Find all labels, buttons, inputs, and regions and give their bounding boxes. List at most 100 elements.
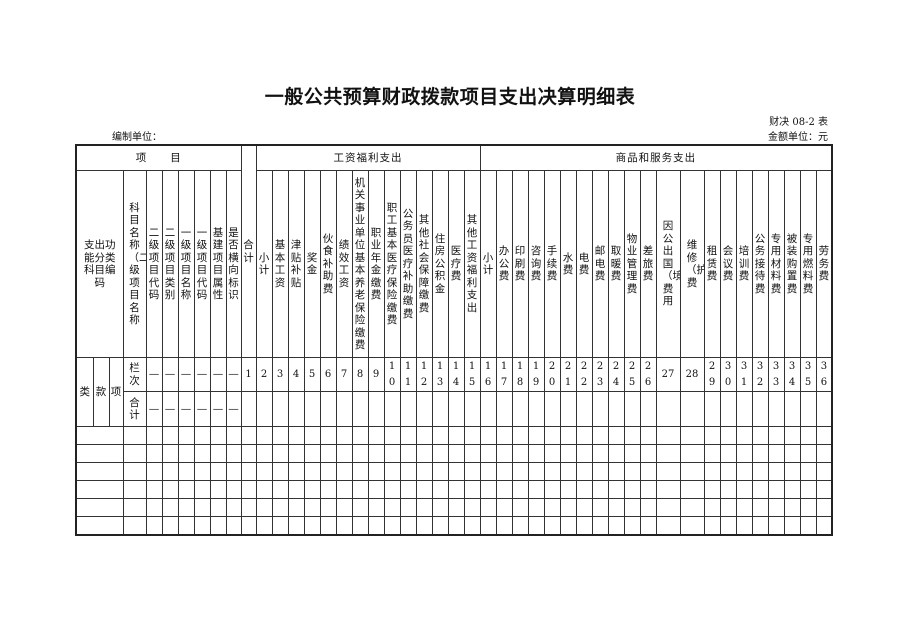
data-cell[interactable] [815,516,833,536]
data-cell[interactable] [399,498,417,517]
data-cell[interactable] [751,444,769,463]
data-cell[interactable] [623,426,641,445]
data-cell[interactable] [527,462,545,481]
data-cell[interactable] [271,480,289,499]
data-cell[interactable] [559,480,577,499]
data-cell[interactable] [679,426,705,445]
data-cell[interactable] [209,444,227,463]
data-cell[interactable] [719,516,737,536]
data-cell[interactable] [591,444,609,463]
func-code-cell[interactable] [75,426,124,445]
data-cell[interactable] [225,516,242,536]
data-cell[interactable] [511,498,529,517]
data-cell[interactable] [463,426,481,445]
data-cell[interactable] [447,516,465,536]
data-cell[interactable] [607,480,625,499]
data-cell[interactable] [161,426,179,445]
data-cell[interactable] [591,462,609,481]
data-cell[interactable] [559,516,577,536]
data-cell[interactable] [335,498,353,517]
data-cell[interactable] [225,426,242,445]
data-cell[interactable] [335,516,353,536]
data-cell[interactable] [703,498,721,517]
data-cell[interactable] [591,426,609,445]
data-cell[interactable] [639,516,657,536]
data-cell[interactable] [303,516,321,536]
data-cell[interactable] [209,462,227,481]
data-cell[interactable] [287,498,305,517]
data-cell[interactable] [303,498,321,517]
data-cell[interactable] [575,426,593,445]
data-cell[interactable] [495,480,513,499]
data-cell[interactable] [145,498,163,517]
data-cell[interactable] [399,444,417,463]
data-cell[interactable] [303,480,321,499]
data-cell[interactable] [767,462,785,481]
data-cell[interactable] [559,462,577,481]
data-cell[interactable] [447,480,465,499]
data-cell[interactable] [799,498,817,517]
data-cell[interactable] [447,444,465,463]
data-cell[interactable] [815,444,833,463]
data-cell[interactable] [543,498,561,517]
data-cell[interactable] [751,462,769,481]
data-cell[interactable] [719,498,737,517]
data-cell[interactable] [303,462,321,481]
data-cell[interactable] [815,480,833,499]
data-cell[interactable] [767,480,785,499]
data-cell[interactable] [511,516,529,536]
func-code-cell[interactable] [75,444,124,463]
data-cell[interactable] [193,516,211,536]
data-cell[interactable] [783,498,801,517]
data-cell[interactable] [399,516,417,536]
data-cell[interactable] [209,426,227,445]
data-cell[interactable] [319,480,337,499]
data-cell[interactable] [623,516,641,536]
data-cell[interactable] [161,480,179,499]
data-cell[interactable] [271,426,289,445]
data-cell[interactable] [351,462,369,481]
data-cell[interactable] [122,480,147,499]
data-cell[interactable] [719,462,737,481]
data-cell[interactable] [815,426,833,445]
data-cell[interactable] [655,444,681,463]
data-cell[interactable] [351,516,369,536]
data-cell[interactable] [575,498,593,517]
data-cell[interactable] [209,516,227,536]
data-cell[interactable] [367,498,385,517]
data-cell[interactable] [735,516,753,536]
data-cell[interactable] [527,444,545,463]
data-cell[interactable] [735,498,753,517]
data-cell[interactable] [559,444,577,463]
data-cell[interactable] [177,498,195,517]
data-cell[interactable] [543,444,561,463]
data-cell[interactable] [655,462,681,481]
data-cell[interactable] [161,498,179,517]
func-code-cell[interactable] [75,462,124,481]
data-cell[interactable] [447,426,465,445]
data-cell[interactable] [335,444,353,463]
data-cell[interactable] [335,426,353,445]
data-cell[interactable] [495,426,513,445]
data-cell[interactable] [607,426,625,445]
data-cell[interactable] [815,498,833,517]
data-cell[interactable] [399,426,417,445]
data-cell[interactable] [351,498,369,517]
data-cell[interactable] [495,444,513,463]
data-cell[interactable] [463,516,481,536]
data-cell[interactable] [319,462,337,481]
data-cell[interactable] [193,480,211,499]
data-cell[interactable] [431,444,449,463]
data-cell[interactable] [122,426,147,445]
data-cell[interactable] [543,462,561,481]
data-cell[interactable] [639,462,657,481]
data-cell[interactable] [335,462,353,481]
data-cell[interactable] [431,498,449,517]
data-cell[interactable] [703,480,721,499]
data-cell[interactable] [447,462,465,481]
data-cell[interactable] [415,480,433,499]
data-cell[interactable] [351,480,369,499]
data-cell[interactable] [783,444,801,463]
data-cell[interactable] [303,444,321,463]
data-cell[interactable] [495,462,513,481]
